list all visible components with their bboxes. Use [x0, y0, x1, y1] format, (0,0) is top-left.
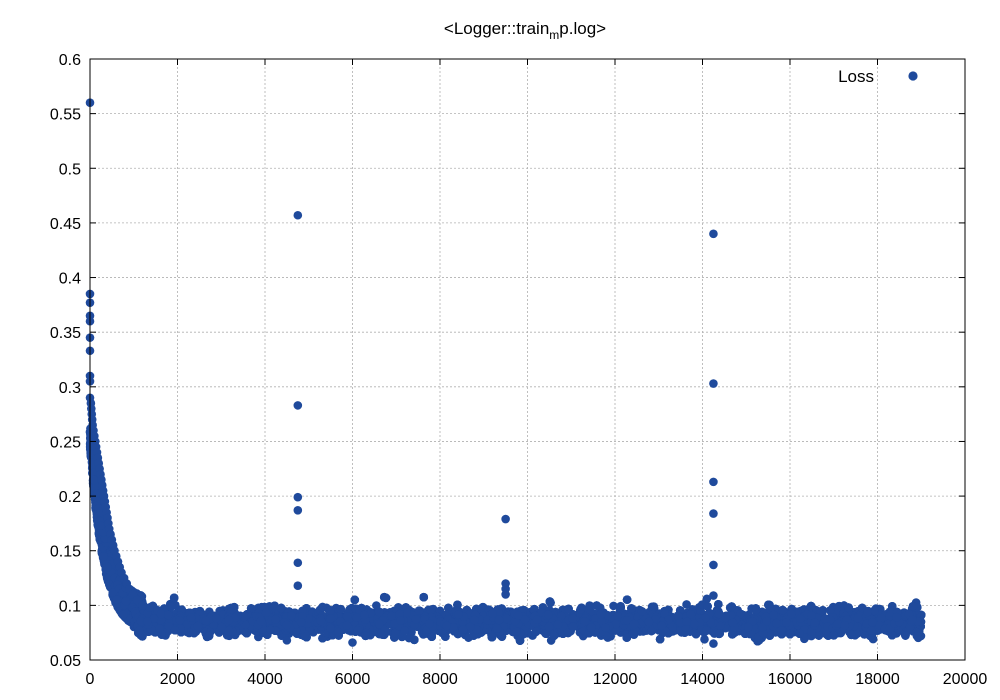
- chart-title: <Logger::trainmp.log>: [444, 19, 606, 42]
- chart-title-rest: p.log>: [559, 19, 606, 38]
- loss-point: [112, 595, 122, 604]
- loss-point: [682, 600, 691, 609]
- grid-lines: [90, 59, 965, 660]
- loss-point: [96, 521, 106, 531]
- loss-point: [702, 594, 712, 604]
- loss-point: [89, 475, 99, 485]
- loss-point: [700, 635, 709, 644]
- data-points: [85, 98, 926, 648]
- loss-point: [609, 601, 618, 611]
- loss-point: [119, 610, 129, 619]
- loss-point: [99, 551, 109, 561]
- loss-point: [108, 588, 118, 597]
- loss-point: [103, 562, 112, 572]
- chart-title-subscript: m: [549, 28, 559, 42]
- chart-title-main: <Logger::train: [444, 19, 549, 38]
- loss-point: [121, 597, 131, 606]
